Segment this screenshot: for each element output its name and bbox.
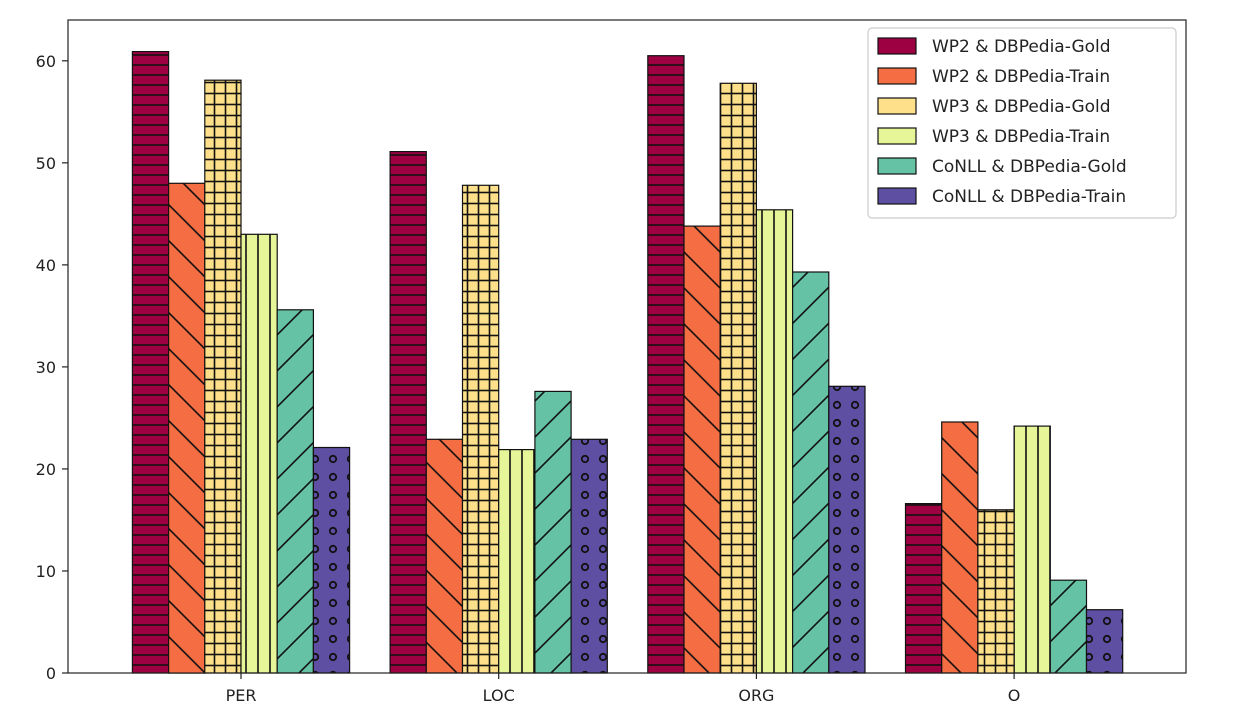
- x-tick-label-loc: LOC: [483, 686, 515, 705]
- series-4: [276, 271, 1088, 674]
- y-tick-label: 30: [36, 358, 56, 377]
- legend-swatch-2: [877, 97, 917, 115]
- legend-label-1: WP2 & DBPedia-Train: [932, 67, 1110, 87]
- bar-loc-series-1: [425, 438, 464, 674]
- legend-swatch-4: [877, 157, 917, 175]
- bar-loc-series-4: [534, 390, 572, 674]
- bar-loc-series-2: [461, 184, 500, 674]
- y-tick-label: 40: [36, 256, 56, 275]
- bar-o-series-5: [1085, 609, 1124, 674]
- bar-o-series-2: [977, 509, 1015, 674]
- axes-layer: 0 10 20 30 40 50 60 PER LOC ORG O: [36, 52, 1021, 705]
- series-1: [168, 182, 979, 674]
- bar-org-series-4: [791, 271, 830, 674]
- y-tick-label: 60: [36, 52, 56, 71]
- legend-label-4: CoNLL & DBPedia-Gold: [932, 157, 1127, 177]
- legend-label-5: CoNLL & DBPedia-Train: [932, 187, 1126, 207]
- y-tick-label: 0: [46, 664, 56, 683]
- legend-swatch-5: [877, 187, 917, 205]
- bar-org-series-3: [755, 209, 794, 674]
- bar-o-series-3: [1013, 425, 1051, 674]
- bar-per-series-3: [240, 233, 278, 674]
- series-3: [240, 209, 1051, 674]
- legend-box: [867, 27, 1177, 219]
- y-tick-label: 10: [36, 562, 56, 581]
- bar-org-series-1: [683, 225, 721, 674]
- legend-swatch-1: [877, 67, 917, 85]
- bar-org-series-2: [719, 82, 758, 674]
- bar-per-series-2: [204, 79, 242, 674]
- y-tick-label: 50: [36, 154, 56, 173]
- bar-o-series-1: [941, 421, 979, 674]
- bar-per-series-4: [276, 309, 315, 674]
- x-tick-label-per: PER: [226, 686, 257, 705]
- series-0: [131, 50, 943, 674]
- bar-per-series-5: [312, 446, 351, 674]
- x-tick-label-o: O: [1008, 686, 1021, 705]
- legend-label-2: WP3 & DBPedia-Gold: [932, 97, 1111, 117]
- legend: WP2 & DBPedia-Gold WP2 & DBPedia-Train WP3…: [867, 27, 1177, 219]
- x-tick-label-org: ORG: [738, 686, 774, 705]
- bar-loc-series-5: [570, 438, 608, 674]
- legend-label-3: WP3 & DBPedia-Train: [932, 127, 1110, 147]
- bar-loc-series-3: [498, 449, 536, 674]
- legend-swatch-3: [877, 127, 917, 145]
- y-tick-label: 20: [36, 460, 56, 479]
- legend-swatch-0: [877, 37, 917, 55]
- series-5: [312, 385, 1124, 674]
- legend-label-0: WP2 & DBPedia-Gold: [932, 37, 1111, 57]
- bar-loc-series-0: [389, 151, 427, 674]
- bars-layer: [131, 50, 1124, 674]
- bar-per-series-1: [168, 182, 206, 674]
- bar-org-series-5: [828, 385, 866, 674]
- bar-org-series-0: [647, 55, 685, 674]
- bar-o-series-0: [904, 503, 943, 674]
- plot-area-frame: [67, 19, 1187, 674]
- bar-o-series-4: [1049, 579, 1088, 674]
- bar-per-series-0: [131, 50, 170, 674]
